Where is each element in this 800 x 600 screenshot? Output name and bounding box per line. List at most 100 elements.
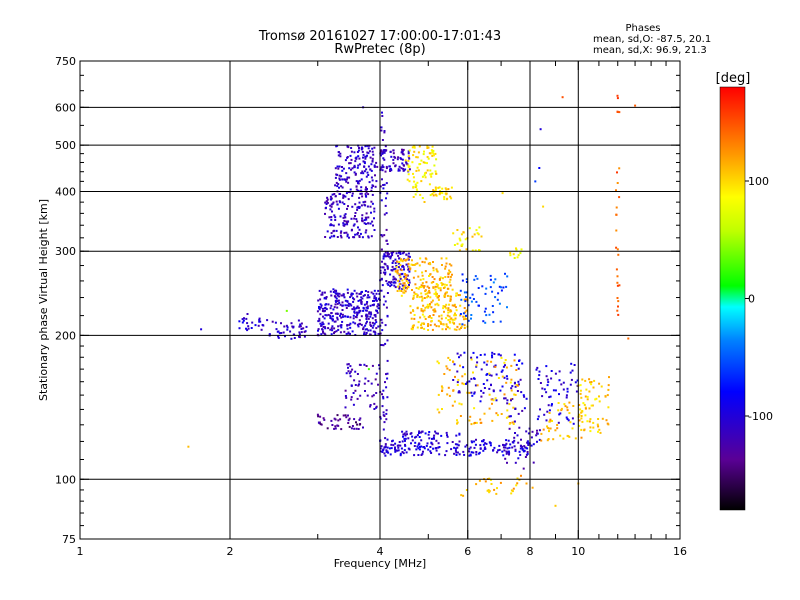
data-point (342, 167, 345, 170)
data-point (491, 290, 494, 293)
data-point (442, 307, 445, 310)
data-point (401, 265, 404, 268)
data-point (431, 154, 434, 157)
data-point (380, 126, 383, 129)
data-point (337, 424, 340, 427)
data-point (319, 313, 322, 316)
data-point (422, 278, 425, 281)
data-point (429, 450, 432, 453)
data-point (475, 438, 477, 441)
data-point (427, 146, 430, 149)
data-point (380, 149, 383, 152)
data-point (326, 198, 329, 201)
data-point (363, 161, 366, 163)
data-point (373, 330, 376, 333)
data-point (439, 287, 442, 290)
data-point (355, 292, 358, 295)
data-point (510, 387, 513, 390)
data-point (350, 150, 353, 153)
data-point (597, 430, 599, 433)
data-point (561, 96, 564, 99)
data-point (345, 192, 348, 195)
data-point (340, 230, 343, 233)
axis-ticks (79, 60, 681, 540)
data-point (493, 353, 496, 355)
data-point (426, 156, 429, 158)
data-point (506, 402, 509, 405)
data-point (482, 439, 485, 441)
data-point (584, 414, 587, 417)
data-point (400, 151, 403, 154)
data-point (427, 325, 429, 327)
data-point (491, 354, 493, 357)
data-point (396, 444, 399, 447)
data-point (344, 414, 347, 417)
data-point (354, 384, 357, 386)
data-point (523, 445, 526, 448)
data-point (394, 262, 397, 265)
data-point (427, 262, 430, 265)
data-point (384, 445, 387, 448)
data-point (572, 405, 575, 407)
data-point (340, 175, 343, 178)
data-point (387, 253, 390, 256)
data-point (428, 289, 431, 292)
data-point (351, 205, 354, 208)
data-point (567, 419, 570, 422)
data-point (417, 454, 420, 456)
data-point (363, 331, 366, 334)
data-point (342, 222, 345, 225)
data-point (341, 301, 344, 304)
data-point (347, 422, 350, 424)
data-point (407, 281, 410, 284)
data-point (404, 439, 406, 442)
data-point (393, 278, 396, 281)
data-point (386, 372, 389, 375)
data-point (258, 318, 261, 321)
data-point (397, 279, 400, 282)
data-point (490, 384, 492, 387)
data-point (386, 359, 389, 362)
data-point (326, 230, 329, 233)
data-point (425, 281, 428, 284)
data-point (292, 325, 295, 328)
data-point (380, 445, 383, 448)
data-point (415, 184, 418, 187)
data-point (406, 274, 409, 277)
data-point (381, 321, 384, 324)
data-point (404, 290, 407, 293)
data-point (320, 423, 323, 426)
data-point (447, 356, 450, 359)
data-point (489, 278, 492, 281)
y-tick-label: 750 (55, 55, 76, 68)
data-point (446, 294, 449, 297)
data-point (385, 412, 388, 415)
data-point (325, 314, 328, 317)
data-point (512, 441, 515, 444)
data-point (298, 331, 301, 334)
data-point (349, 188, 352, 191)
data-point (421, 260, 424, 263)
data-point (508, 427, 511, 430)
data-point (432, 191, 435, 194)
data-point (433, 434, 436, 437)
data-point (320, 304, 323, 307)
data-point (344, 216, 347, 219)
data-point (408, 265, 411, 268)
data-point (456, 421, 459, 424)
data-point (456, 446, 459, 449)
data-point (331, 193, 334, 196)
data-point (333, 331, 336, 333)
data-point (385, 165, 388, 168)
data-point (426, 292, 429, 295)
data-point (337, 183, 340, 186)
data-point (501, 385, 504, 388)
data-point (480, 395, 483, 398)
data-point (405, 161, 408, 164)
data-point (470, 391, 473, 394)
data-point (455, 314, 457, 317)
data-point (590, 404, 593, 407)
data-point (568, 412, 571, 415)
data-point (392, 251, 395, 254)
